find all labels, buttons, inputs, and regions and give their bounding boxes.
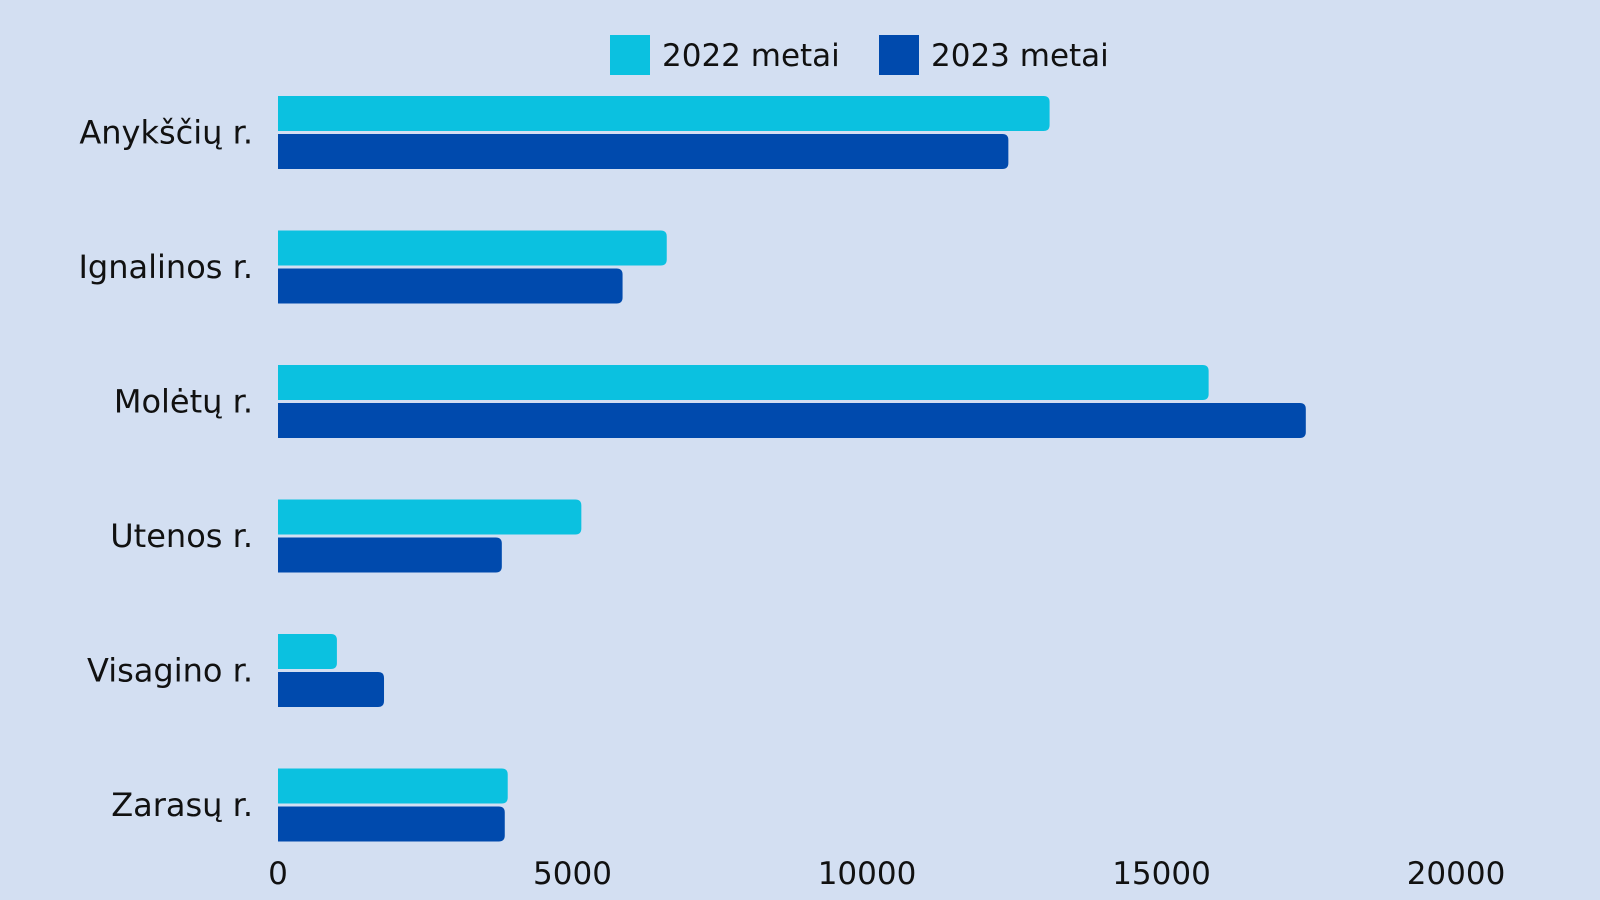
x-tick-label: 20000 bbox=[1407, 856, 1506, 892]
bar bbox=[278, 537, 502, 573]
bar bbox=[278, 268, 623, 304]
legend-label: 2023 metai bbox=[931, 38, 1109, 74]
x-tick-label: 10000 bbox=[818, 856, 917, 892]
bar bbox=[278, 96, 1050, 131]
bar bbox=[278, 806, 505, 842]
x-tick-label: 0 bbox=[268, 856, 288, 892]
bar bbox=[278, 768, 508, 804]
bar bbox=[278, 672, 385, 707]
category-label: Anykščių r. bbox=[79, 114, 253, 152]
bar bbox=[278, 134, 1009, 169]
legend-label: 2022 metai bbox=[662, 38, 840, 74]
category-labels: Anykščių r. Ignalinos r. Molėtų r. Utenos r… bbox=[78, 114, 253, 825]
category-label: Ignalinos r. bbox=[78, 248, 253, 286]
bar bbox=[278, 365, 1209, 400]
category-label: Utenos r. bbox=[110, 517, 253, 555]
category-label: Zarasų r. bbox=[111, 786, 253, 824]
bar bbox=[278, 230, 667, 266]
legend: 2022 metai 2023 metai bbox=[610, 35, 1109, 75]
bar bbox=[278, 499, 582, 535]
bar bbox=[278, 403, 1306, 438]
bar bbox=[278, 634, 337, 669]
category-label: Visagino r. bbox=[87, 652, 253, 690]
x-axis-tick-labels: 0 5000 10000 15000 20000 bbox=[268, 856, 1505, 892]
x-tick-label: 15000 bbox=[1112, 856, 1211, 892]
legend-swatch bbox=[610, 35, 650, 75]
category-label: Molėtų r. bbox=[114, 383, 253, 421]
legend-swatch bbox=[879, 35, 919, 75]
x-tick-label: 5000 bbox=[533, 856, 612, 892]
bars bbox=[278, 96, 1306, 842]
